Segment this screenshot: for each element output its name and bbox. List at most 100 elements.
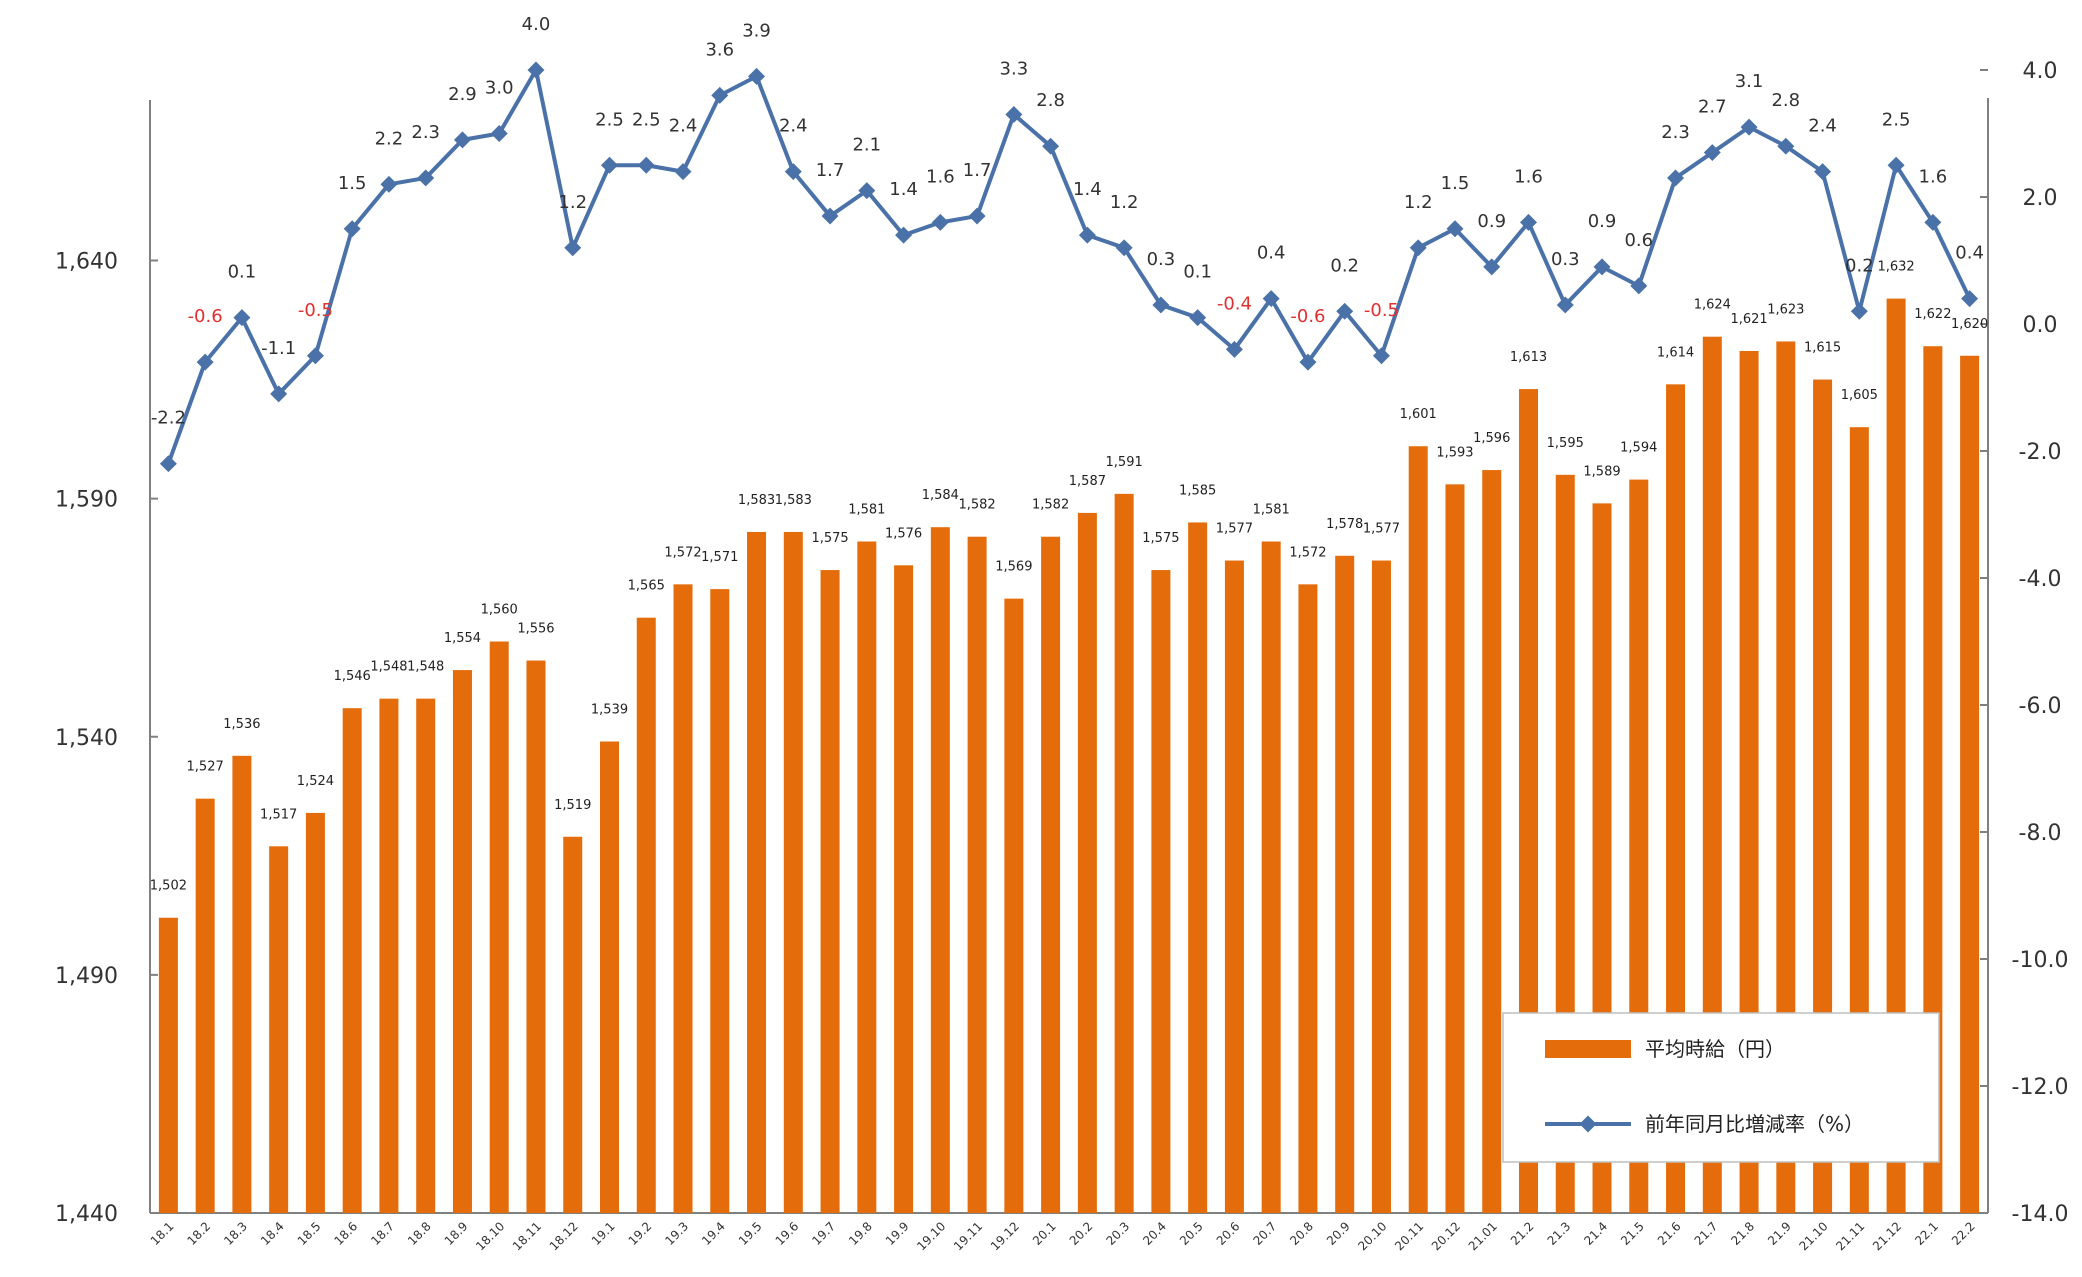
line-value-label: -2.2 [151, 408, 186, 429]
bar-value-label: 1,589 [1583, 464, 1620, 479]
x-tick-label: 19.7 [809, 1219, 838, 1248]
bar-value-label: 1,581 [848, 502, 885, 517]
x-tick-labels: 18.1 18.2 18.3 18.4 18.5 18.6 18.7 18.8 18.9 18.1… [148, 1219, 1978, 1253]
line-value-label: 1.7 [963, 160, 992, 181]
bar [1702, 336, 1722, 1213]
bar [1261, 541, 1281, 1213]
bar [1224, 560, 1244, 1213]
line-value-label: 1.5 [338, 173, 367, 194]
bar-value-label: 1,572 [664, 545, 701, 560]
x-tick-label: 18.12 [547, 1219, 581, 1253]
bar [195, 798, 215, 1213]
bar-value-label: 1,527 [187, 760, 224, 775]
line-point [159, 455, 177, 473]
bar-value-label: 1,591 [1106, 455, 1143, 470]
line-value-label: 0.1 [228, 262, 257, 283]
bar-value-label: 1,517 [260, 807, 297, 822]
line-point [637, 156, 655, 174]
x-tick-label: 18.6 [332, 1219, 361, 1248]
bar-value-label: 1,524 [297, 774, 334, 789]
bar [416, 698, 436, 1213]
line-point [601, 156, 618, 174]
bar-value-label: 1,582 [958, 498, 995, 513]
line-value-label: 0.4 [1955, 243, 1984, 264]
bar [1004, 598, 1024, 1213]
line-value-label: 1.2 [1110, 192, 1139, 213]
line-value-label: 0.3 [1551, 249, 1580, 270]
bar [232, 755, 252, 1213]
x-tick-label: 19.12 [988, 1219, 1022, 1253]
line-point [196, 353, 214, 371]
line-point [306, 347, 324, 365]
bar-value-label: 1,615 [1804, 341, 1841, 356]
bar [1886, 298, 1906, 1214]
x-tick-label: 18.10 [473, 1219, 507, 1253]
line-value-label: 3.0 [485, 78, 514, 99]
line-point [674, 163, 692, 181]
x-tick-label: 21.01 [1466, 1219, 1500, 1253]
x-tick-label: 18.9 [442, 1219, 471, 1248]
line-value-label: 1.6 [1514, 166, 1543, 187]
bar-value-label: 1,593 [1436, 445, 1473, 460]
bar-value-label: 1,605 [1841, 388, 1878, 403]
x-tick-label: 20.4 [1140, 1219, 1169, 1248]
line-value-label: 2.9 [448, 84, 477, 105]
bar [1041, 536, 1061, 1213]
bar-value-label: 1,519 [554, 798, 591, 813]
line-point [858, 182, 876, 200]
x-tick-label: 19.1 [589, 1219, 618, 1248]
bar-value-label: 1,576 [885, 526, 922, 541]
x-tick-label: 19.11 [951, 1219, 985, 1253]
bar-value-label: 1,548 [407, 660, 444, 675]
x-tick-label: 19.5 [736, 1219, 765, 1248]
line-point [711, 86, 729, 104]
line-value-label: 2.5 [632, 109, 661, 130]
x-tick-label: 21.7 [1692, 1219, 1721, 1248]
x-tick-label: 21.8 [1728, 1219, 1757, 1248]
legend-line-label: 前年同月比増減率（%） [1645, 1112, 1864, 1136]
x-tick-label: 19.6 [773, 1219, 802, 1248]
line-point [821, 207, 839, 225]
left-axis-tick-label: 1,640 [55, 250, 118, 275]
line-value-label: -0.4 [1217, 293, 1252, 314]
bar [894, 565, 914, 1213]
right-axis-tick-label: -10.0 [2012, 948, 2069, 973]
x-tick-label: 19.3 [662, 1219, 691, 1248]
legend: 平均時給（円） 前年同月比増減率（%） [1502, 1012, 1940, 1163]
bar-value-label: 1,575 [1142, 531, 1179, 546]
line-value-label: 3.9 [742, 20, 771, 41]
bar-value-label: 1,584 [922, 488, 959, 503]
x-tick-label: 20.8 [1287, 1219, 1316, 1248]
line-value-label: -0.6 [188, 306, 223, 327]
line-series [159, 61, 1979, 473]
legend-bar-swatch [1545, 1040, 1631, 1058]
bar-value-label: 1,546 [334, 669, 371, 684]
x-tick-label: 18.7 [368, 1219, 397, 1248]
x-tick-label: 20.7 [1251, 1219, 1280, 1248]
bar [1151, 570, 1171, 1213]
line-value-label: 2.3 [411, 122, 440, 143]
x-tick-label: 20.3 [1103, 1219, 1132, 1248]
line-point [748, 67, 766, 85]
x-tick-label: 21.4 [1581, 1219, 1610, 1248]
x-tick-label: 18.4 [258, 1219, 287, 1248]
line-point [233, 309, 251, 327]
bar-value-label: 1,577 [1216, 522, 1253, 537]
left-axis-tick-label: 1,590 [55, 488, 118, 513]
line-point [968, 207, 986, 225]
line-value-label: -0.6 [1290, 306, 1325, 327]
bar-value-label: 1,554 [444, 631, 481, 646]
line-point [1078, 226, 1096, 244]
line-value-label: 2.2 [375, 128, 404, 149]
x-tick-label: 20.5 [1177, 1219, 1206, 1248]
line-point [1630, 277, 1648, 295]
x-tick-label: 20.11 [1392, 1219, 1426, 1253]
bar [305, 812, 325, 1213]
line-value-label: 1.2 [558, 192, 587, 213]
line-value-label: 3.6 [705, 39, 734, 60]
bar-value-label: 1,577 [1363, 522, 1400, 537]
line-point [895, 226, 913, 244]
line-value-label: 0.4 [1257, 243, 1286, 264]
x-tick-label: 21.2 [1508, 1219, 1537, 1248]
